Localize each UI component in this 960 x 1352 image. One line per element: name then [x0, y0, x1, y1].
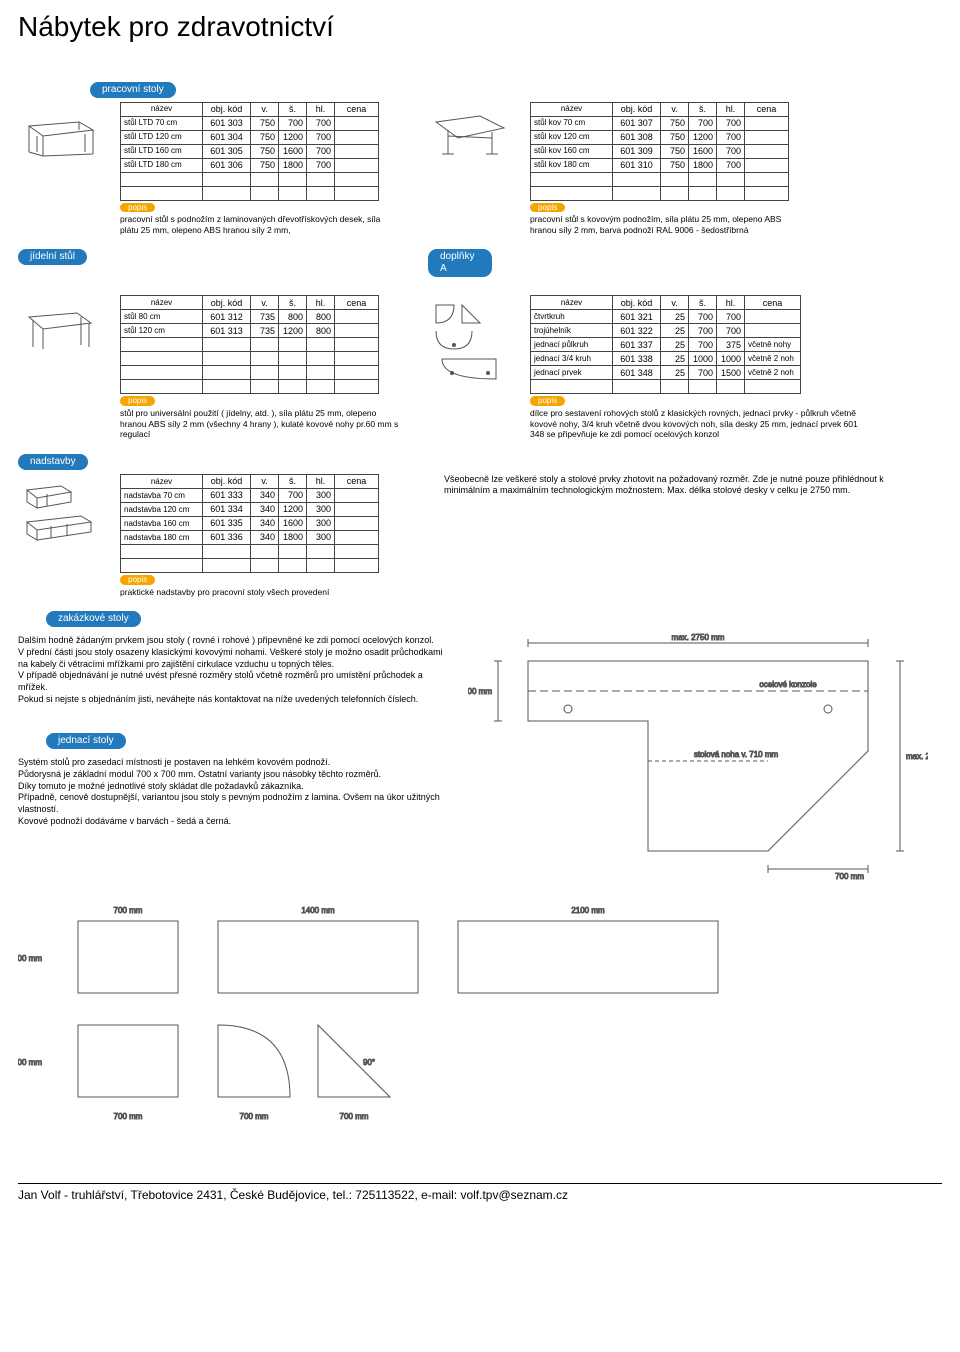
tech-drawing-modules: 700 mm 1400 mm 2100 mm 700 mm 700 mm 90°… — [18, 895, 942, 1155]
svg-text:700 mm: 700 mm — [835, 872, 864, 881]
table-jidelni: názevobj. kódv.š.hl.cena stůl 80 cm601 3… — [120, 295, 408, 439]
icon-ltd-table — [18, 102, 100, 236]
icon-nadstavby — [18, 474, 100, 597]
icon-kov-table — [428, 102, 510, 236]
section-jidelni: jídelní stůl — [18, 249, 87, 265]
tech-drawing-corner-desk: max. 2750 mm 700 mm ocelové konzole stol… — [468, 631, 942, 881]
popis-nadstavby: praktické nadstavby pro pracovní stoly v… — [120, 587, 400, 598]
svg-text:700 mm: 700 mm — [240, 1112, 269, 1121]
svg-text:90°: 90° — [363, 1058, 375, 1067]
table-doplnky: názevobj. kódv.š.hl.cena čtvrtkruh601 32… — [530, 295, 870, 439]
nadstavby-note: Všeobecně lze veškeré stoly a stolové pr… — [444, 474, 884, 497]
svg-text:700 mm: 700 mm — [114, 1112, 143, 1121]
table-ltd: názevobj. kódv.š.hl.cena stůl LTD 70 cm6… — [120, 102, 408, 236]
svg-text:2100 mm: 2100 mm — [571, 906, 605, 915]
popis-badge: popis — [530, 203, 565, 213]
jednaci-text: Systém stolů pro zasedací místnosti je p… — [18, 757, 448, 827]
svg-text:max. 2750 mm: max. 2750 mm — [672, 633, 725, 642]
svg-text:700 mm: 700 mm — [340, 1112, 369, 1121]
zakazkove-text: Dalším hodně žádaným prvkem jsou stoly (… — [18, 635, 448, 705]
svg-text:1400 mm: 1400 mm — [301, 906, 335, 915]
table-nadstavby: názevobj. kódv.š.hl.cena nadstavba 70 cm… — [120, 474, 408, 597]
popis-badge: popis — [120, 203, 155, 213]
page-title: Nábytek pro zdravotnictví — [18, 10, 942, 44]
svg-text:700 mm: 700 mm — [18, 1058, 42, 1067]
popis-badge: popis — [120, 575, 155, 585]
svg-text:max. 2030 mm: max. 2030 mm — [906, 752, 928, 761]
popis-kov: pracovní stůl s kovovým podnožím, síla p… — [530, 214, 810, 235]
popis-jidelni: stůl pro universální použití ( jídelny, … — [120, 408, 400, 440]
table-kov: názevobj. kódv.š.hl.cena stůl kov 70 cm6… — [530, 102, 818, 236]
icon-doplnky — [428, 295, 510, 439]
svg-text:ocelové konzole: ocelové konzole — [759, 680, 817, 689]
section-nadstavby: nadstavby — [18, 454, 88, 470]
popis-badge: popis — [530, 396, 565, 406]
section-jednaci: jednací stoly — [46, 733, 126, 749]
popis-ltd: pracovní stůl s podnožím z laminovaných … — [120, 214, 400, 235]
popis-badge: popis — [120, 396, 155, 406]
section-doplnky: doplňky A — [428, 249, 492, 277]
popis-doplnky: dílce pro sestavení rohových stolů z kla… — [530, 408, 860, 440]
icon-jidelni-table — [18, 295, 100, 439]
section-pracovni: pracovní stoly — [90, 82, 176, 98]
svg-text:700 mm: 700 mm — [114, 906, 143, 915]
footer: Jan Volf - truhlářství, Třebotovice 2431… — [18, 1183, 942, 1202]
svg-text:stolová noha v. 710 mm: stolová noha v. 710 mm — [694, 750, 779, 759]
svg-text:700 mm: 700 mm — [18, 954, 42, 963]
section-zakazkove: zakázkové stoly — [46, 611, 141, 627]
svg-text:700 mm: 700 mm — [468, 687, 492, 696]
